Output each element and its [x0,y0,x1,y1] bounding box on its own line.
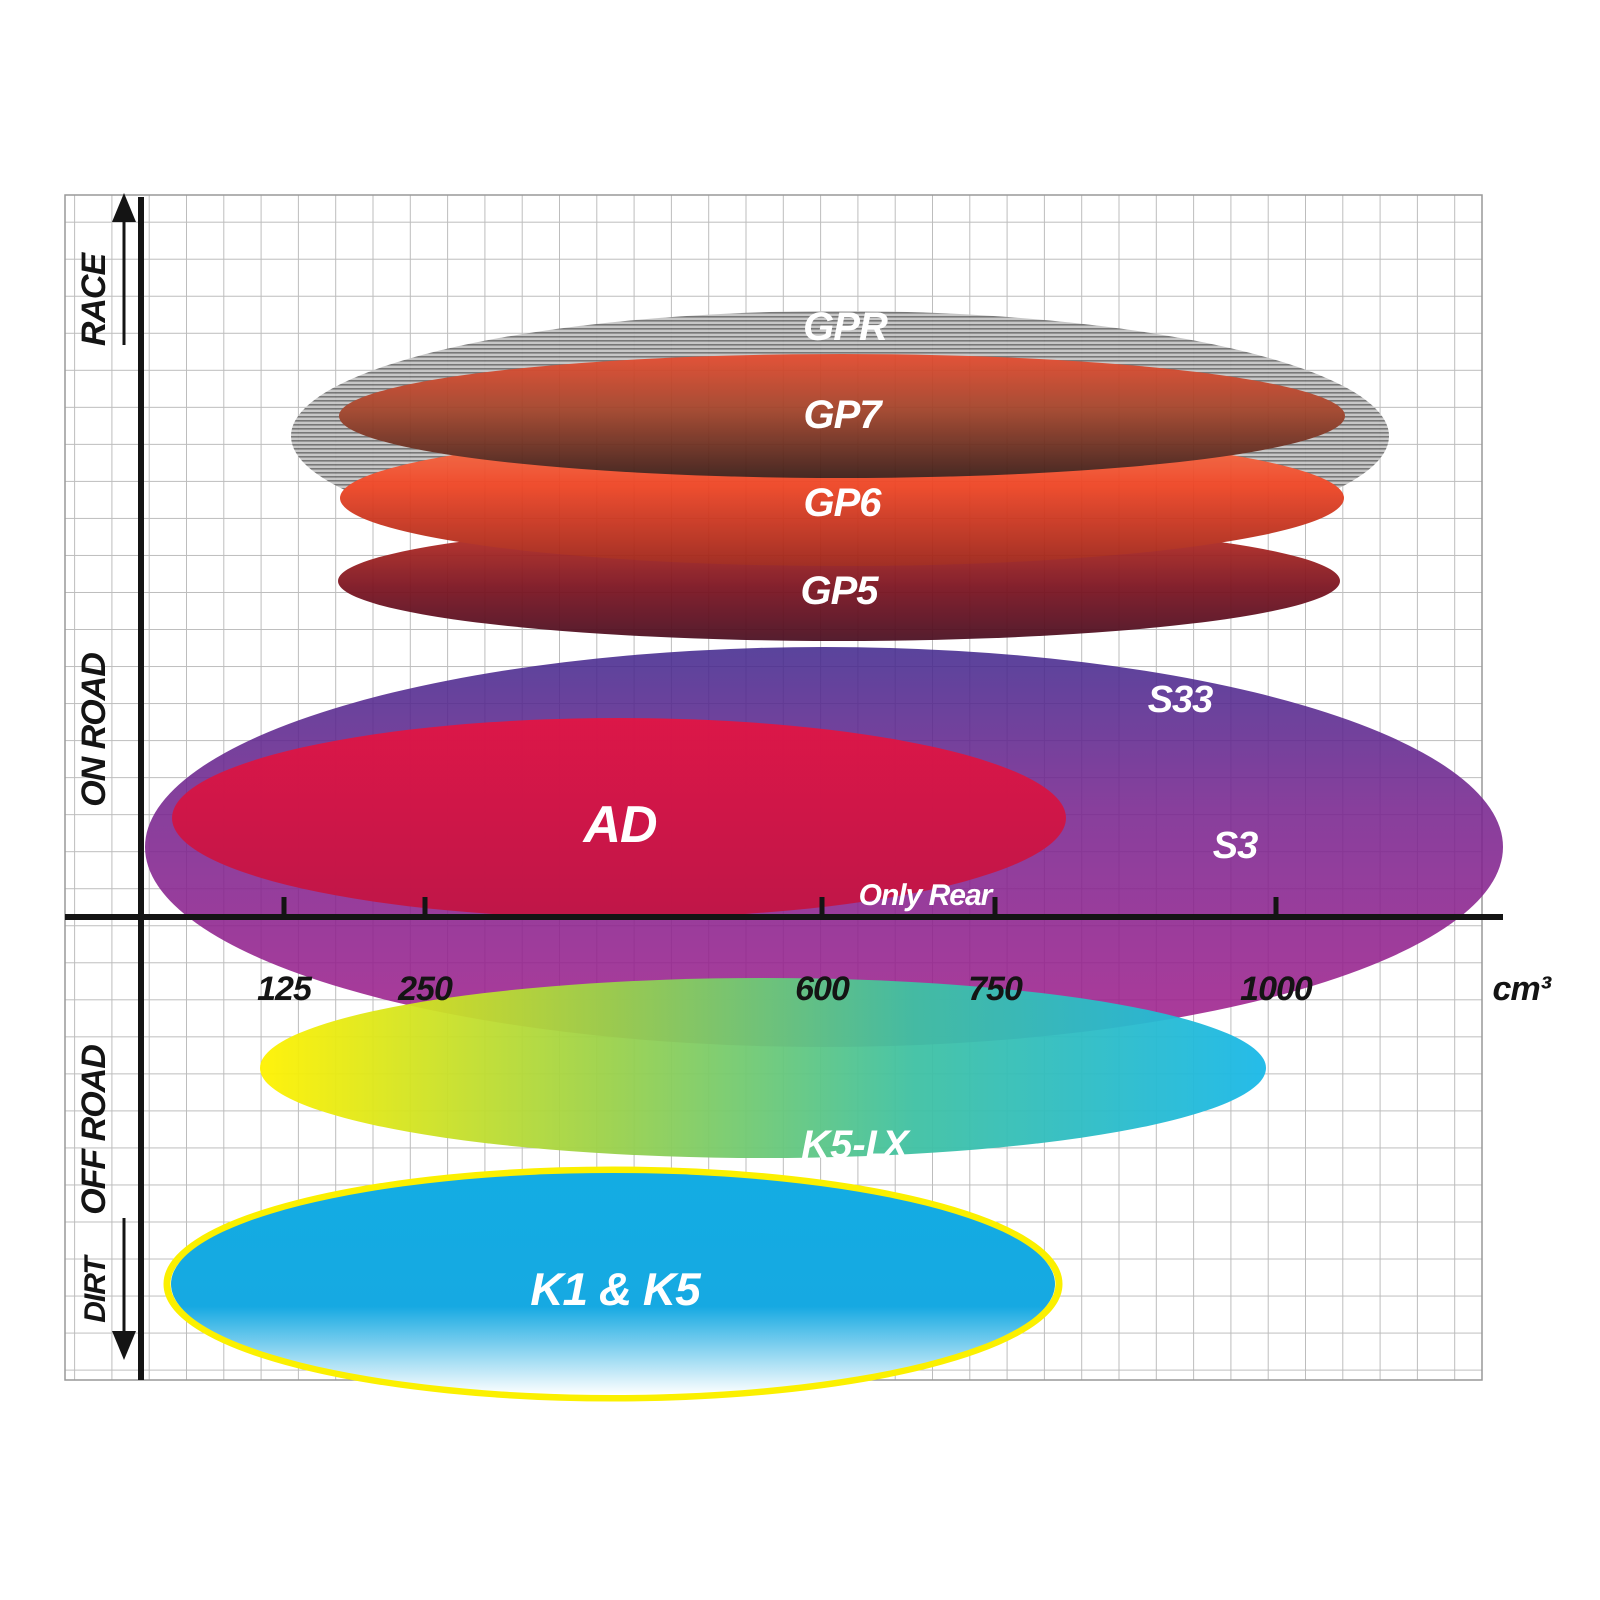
svg-text:S3: S3 [1213,825,1258,867]
svg-text:ON ROAD: ON ROAD [75,653,113,807]
svg-text:1000: 1000 [1240,970,1313,1008]
svg-text:750: 750 [968,970,1023,1008]
svg-text:K1 & K5: K1 & K5 [530,1263,702,1315]
svg-text:S33: S33 [1148,679,1213,721]
svg-text:K5-LX: K5-LX [801,1123,911,1167]
svg-text:Only Rear: Only Rear [859,879,995,912]
svg-text:GP6: GP6 [803,481,882,525]
svg-text:AD: AD [581,796,657,854]
svg-text:GP5: GP5 [800,569,879,613]
svg-text:GP7: GP7 [803,393,883,437]
svg-text:OFF ROAD: OFF ROAD [75,1045,113,1215]
svg-text:DIRT: DIRT [79,1254,112,1323]
svg-text:250: 250 [397,970,453,1008]
svg-text:RACE: RACE [75,252,113,347]
svg-text:cm³: cm³ [1493,970,1553,1008]
svg-text:600: 600 [795,970,850,1008]
svg-text:125: 125 [257,970,313,1008]
svg-text:GPR: GPR [803,305,888,349]
